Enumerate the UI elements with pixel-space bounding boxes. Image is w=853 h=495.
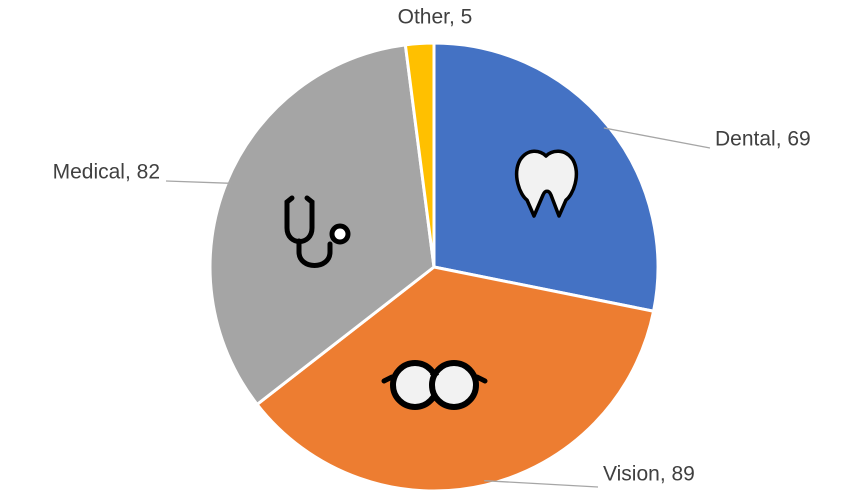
stethoscope-icon: [284, 195, 351, 268]
slices: [208, 41, 660, 493]
icons: [284, 149, 579, 410]
data-label: Vision, 89: [603, 463, 695, 486]
data-label: Medical, 82: [53, 161, 160, 184]
tooth-icon: [514, 149, 579, 218]
glasses-icon: [381, 360, 488, 410]
labels: Dental, 69 Vision, 89 Medical, 82 Other, 5: [53, 6, 811, 488]
leader-line: [165, 180, 232, 184]
leader-line: [484, 480, 599, 488]
data-label: Dental, 69: [715, 128, 811, 151]
leader-line: [603, 127, 711, 149]
pie-slice: [208, 43, 436, 407]
pie-slice: [403, 41, 436, 268]
data-label: Other, 5: [398, 6, 473, 29]
